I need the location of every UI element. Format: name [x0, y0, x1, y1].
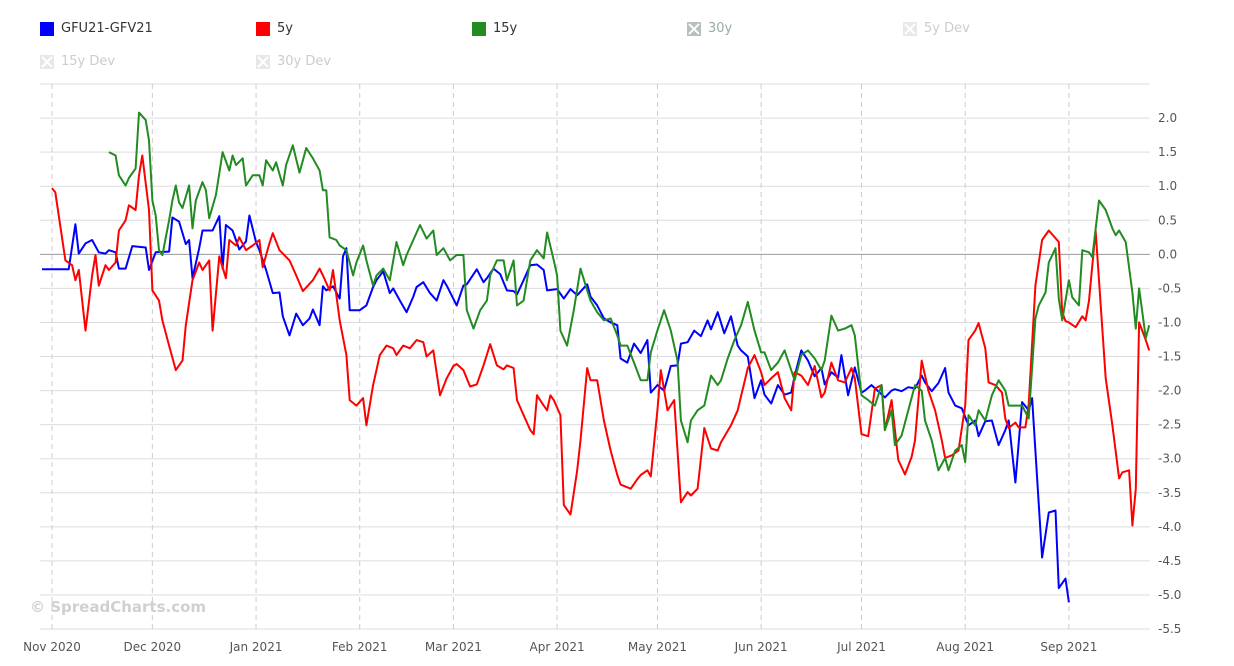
y-tick-label: -5.0: [1158, 588, 1181, 602]
y-tick-label: 0.0: [1158, 247, 1177, 261]
legend-disabled-x-icon: [40, 54, 54, 69]
y-tick-label: -2.5: [1158, 418, 1181, 432]
legend-item-gfu21-gfv21[interactable]: GFU21-GFV21: [40, 21, 153, 36]
x-axis: Nov 2020 Dec 2020 Jan 2021 Feb 2021 Mar 2021…: [23, 640, 1097, 654]
series-line-5y: [51, 154, 1151, 527]
x-tick-label: Jul 2021: [836, 640, 886, 654]
y-axis: 2.0 1.5 1.0 0.5 0.0 -0.5 -1.0 -1.5 -2.0 -2.5 -3.0 -…: [1158, 111, 1181, 636]
legend-swatch-red: [256, 21, 270, 36]
x-tick-label: Sep 2021: [1040, 640, 1097, 654]
series-line-15y: [108, 111, 1151, 472]
y-tick-label: -4.5: [1158, 554, 1181, 568]
legend-swatch-blue: [40, 21, 54, 36]
legend-disabled-x-icon: [256, 54, 270, 69]
y-tick-label: -3.0: [1158, 452, 1181, 466]
grid: [40, 83, 1150, 630]
y-tick-label: 1.0: [1158, 179, 1177, 193]
legend-label: 15y: [493, 21, 518, 36]
legend-label: GFU21-GFV21: [61, 21, 153, 36]
legend-label: 30y: [708, 21, 733, 36]
y-tick-label: 2.0: [1158, 111, 1177, 125]
x-tick-label: Aug 2021: [936, 640, 994, 654]
x-tick-label: Dec 2020: [124, 640, 182, 654]
legend-label: 30y Dev: [277, 54, 332, 69]
legend-disabled-x-icon: [903, 21, 917, 36]
legend-item-30y-dev[interactable]: 30y Dev: [256, 54, 331, 69]
y-tick-label: 1.5: [1158, 145, 1177, 159]
legend-label: 15y Dev: [61, 54, 116, 69]
legend-label: 5y: [277, 21, 293, 36]
y-tick-label: 0.5: [1158, 213, 1177, 227]
legend-disabled-x-icon: [687, 21, 701, 36]
legend-item-15y-dev[interactable]: 15y Dev: [40, 54, 115, 69]
watermark: © SpreadCharts.com: [30, 598, 206, 616]
legend-item-15y[interactable]: 15y: [472, 21, 517, 36]
series-line-gfu21-gfv21: [42, 214, 1070, 603]
x-tick-label: Mar 2021: [425, 640, 482, 654]
y-tick-label: -5.5: [1158, 622, 1181, 636]
x-tick-label: Jun 2021: [734, 640, 788, 654]
legend-swatch-green: [472, 21, 486, 36]
y-tick-label: -1.5: [1158, 350, 1181, 364]
legend-item-5y[interactable]: 5y: [256, 21, 293, 36]
y-tick-label: -4.0: [1158, 520, 1181, 534]
x-tick-label: May 2021: [628, 640, 687, 654]
legend-item-30y[interactable]: 30y: [687, 21, 732, 36]
y-tick-label: -0.5: [1158, 281, 1181, 295]
legend-label: 5y Dev: [924, 21, 970, 36]
x-tick-label: Jan 2021: [229, 640, 283, 654]
x-tick-label: Feb 2021: [332, 640, 388, 654]
x-tick-label: Nov 2020: [23, 640, 81, 654]
y-tick-label: -2.0: [1158, 384, 1181, 398]
y-tick-label: -1.0: [1158, 315, 1181, 329]
y-tick-label: -3.5: [1158, 486, 1181, 500]
x-tick-label: Apr 2021: [530, 640, 585, 654]
legend-item-5y-dev[interactable]: 5y Dev: [903, 21, 970, 36]
series-lines: [42, 111, 1151, 603]
